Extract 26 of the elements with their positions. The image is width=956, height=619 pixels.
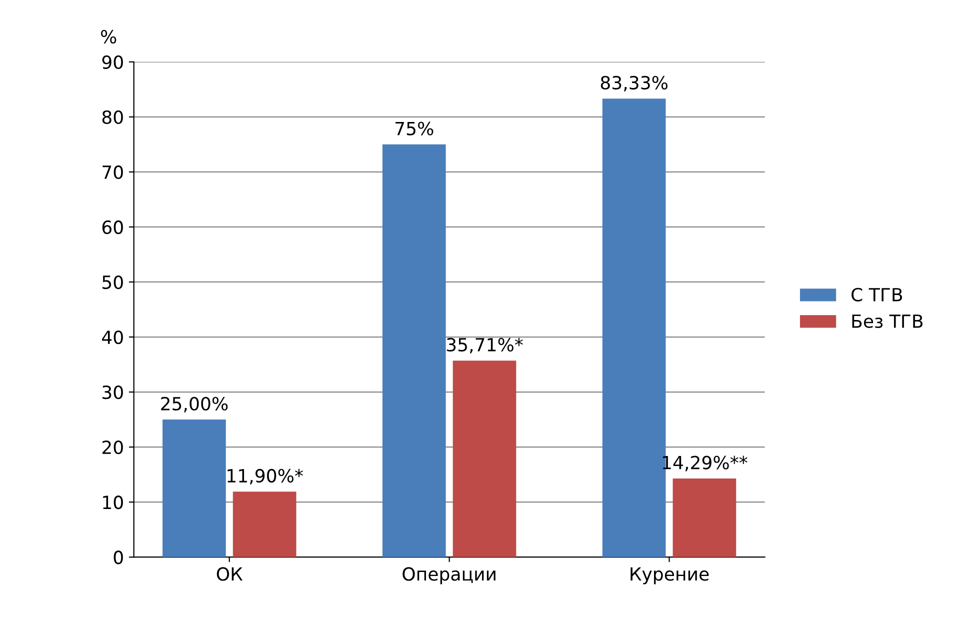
bar [452, 360, 516, 558]
y-tick-label: 90 [102, 55, 123, 70]
bar [162, 420, 226, 558]
data-label: 75% [396, 122, 434, 136]
y-tick-label: 70 [102, 165, 123, 180]
data-label: 83,33% [600, 76, 668, 92]
x-tick-label: Операции [402, 567, 496, 584]
data-label: 11,90%* [228, 468, 303, 484]
legend-label: С ТГВ [852, 288, 902, 302]
bar [382, 144, 446, 558]
bar [672, 478, 736, 558]
y-tick-label: 10 [103, 496, 123, 510]
y-tick-label: 0 [114, 550, 123, 564]
x-tick-label: Курение [630, 567, 709, 584]
data-label: 35,71%* [446, 338, 523, 354]
y-tick-label: 30 [102, 385, 123, 400]
y-axis-title: % [101, 30, 116, 44]
legend-label: Без ТГВ [852, 314, 923, 328]
data-label: 25,00% [161, 396, 228, 412]
y-tick-label: 20 [102, 440, 123, 454]
y-tick-label: 60 [102, 220, 123, 234]
y-tick-label: 50 [102, 275, 123, 290]
y-tick-label: 40 [102, 330, 123, 344]
bar [232, 492, 296, 558]
x-tick-label: ОК [216, 567, 243, 581]
y-tick-label: 80 [102, 110, 123, 124]
